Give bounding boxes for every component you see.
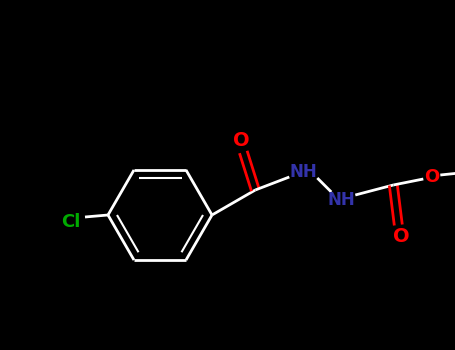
- Text: NH: NH: [328, 191, 355, 209]
- Text: O: O: [393, 228, 410, 246]
- Text: O: O: [424, 168, 439, 186]
- Text: NH: NH: [289, 163, 317, 181]
- Text: O: O: [233, 131, 250, 149]
- Text: Cl: Cl: [61, 213, 81, 231]
